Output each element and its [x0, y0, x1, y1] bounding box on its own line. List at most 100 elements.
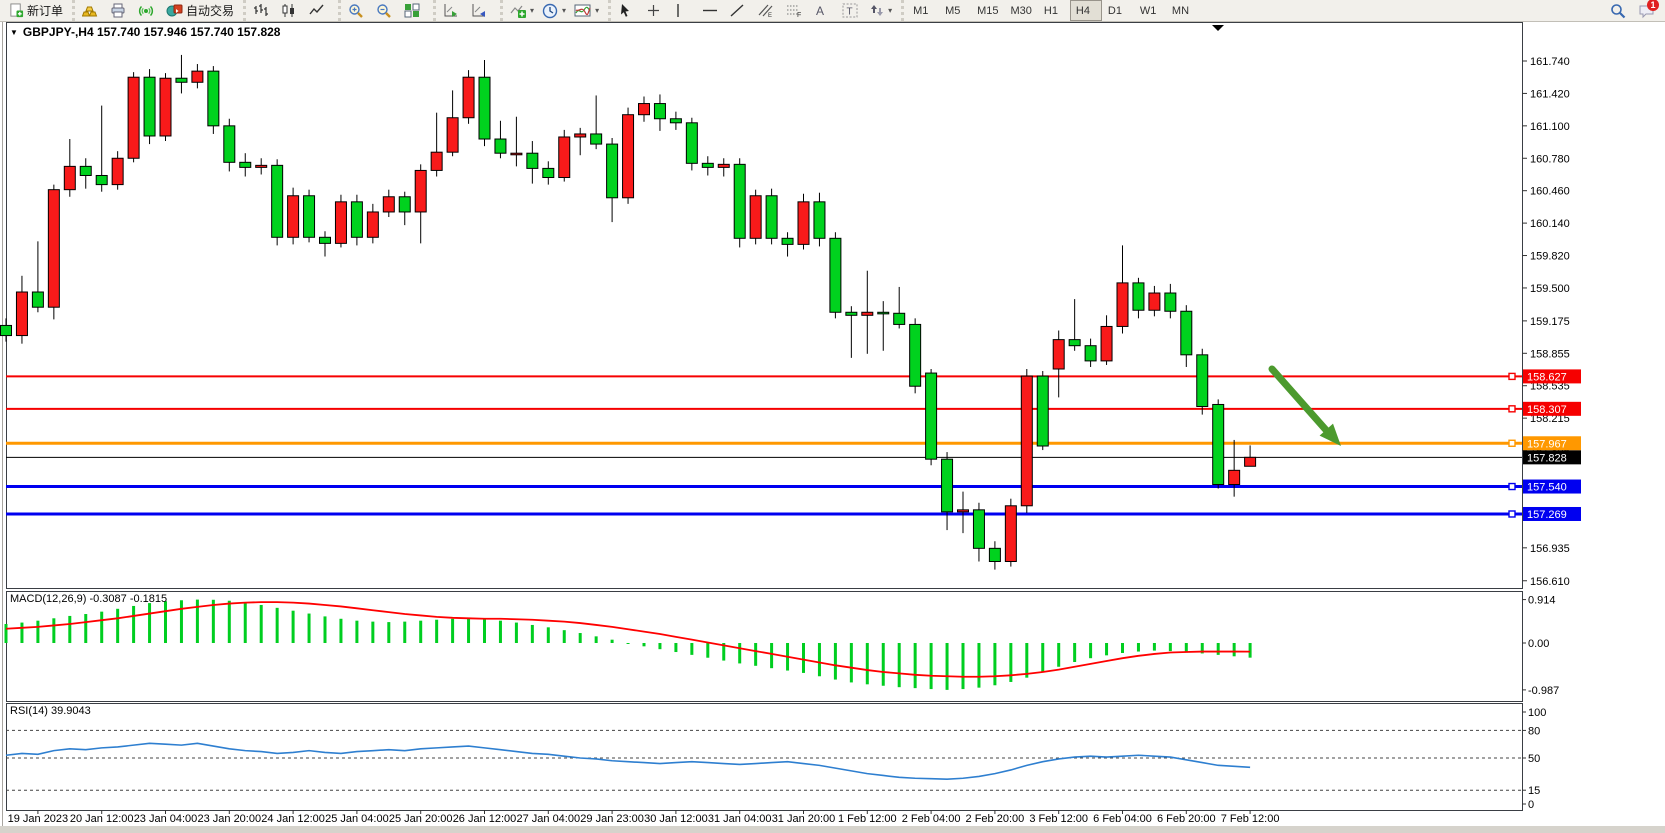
search-button[interactable] [1606, 0, 1634, 21]
price-tick-label: 160.460 [1530, 186, 1570, 198]
zoom-in-button[interactable] [344, 0, 372, 21]
candle [590, 133, 603, 145]
svg-text:F: F [797, 12, 801, 18]
candle [382, 196, 395, 213]
candle [829, 237, 842, 313]
timeframe-m30-button[interactable]: M30 [1010, 4, 1032, 17]
timeframe-w1-button[interactable]: W1 [1139, 4, 1157, 17]
print-button[interactable] [106, 0, 134, 21]
price-tick-label: 159.820 [1530, 251, 1570, 263]
hline-handle[interactable] [1508, 372, 1516, 381]
timeframe-m15-button[interactable]: M15 [977, 4, 999, 17]
auto-scroll-button[interactable] [439, 0, 467, 21]
macd-histogram-bar [1041, 643, 1045, 673]
crosshair-button[interactable] [642, 0, 670, 21]
timeframe-m1-button[interactable]: M1 [913, 4, 929, 17]
candle [430, 151, 443, 171]
candle [701, 162, 714, 168]
time-axis-label: 3 Feb 12:00 [1029, 813, 1088, 825]
candle [127, 76, 140, 159]
macd-histogram-bar [1073, 643, 1077, 662]
macd-histogram-bar [371, 621, 375, 643]
time-axis-label: 6 Feb 04:00 [1093, 813, 1152, 825]
hline-handle[interactable] [1508, 439, 1516, 447]
arrow-annotation-head[interactable] [1319, 423, 1341, 446]
hline-handle[interactable] [1508, 482, 1516, 491]
macd-histogram-bar [1089, 643, 1093, 659]
timeframe-m5-button[interactable]: M5 [945, 4, 961, 17]
label-button[interactable]: T [838, 0, 866, 21]
macd-histogram-bar [993, 643, 997, 686]
candle [526, 152, 539, 169]
templates-button[interactable]: ▾ [570, 0, 603, 21]
toolbar-button-label: 自动交易 [186, 4, 235, 18]
candle [510, 152, 523, 156]
timeframe-h1-button[interactable]: H1 [1043, 4, 1058, 17]
hline-button[interactable] [698, 0, 726, 21]
macd-histogram-bar [1184, 643, 1188, 653]
candle [175, 77, 188, 83]
channel-button[interactable]: E [754, 0, 782, 21]
indicators-button[interactable]: ▾ [506, 0, 538, 21]
chart-shift-marker[interactable] [1212, 25, 1224, 31]
candle-chart-button[interactable] [277, 0, 305, 21]
hline-handle[interactable] [1508, 405, 1516, 413]
candle [1164, 292, 1177, 312]
cursor-button[interactable] [614, 0, 642, 21]
periods-button[interactable]: ▾ [538, 0, 570, 21]
line-chart-button[interactable] [305, 0, 333, 21]
candle [143, 76, 156, 137]
macd-histogram-bar [546, 627, 550, 643]
fibo-button[interactable]: F [782, 0, 810, 21]
time-axis-label: 25 Jan 20:00 [389, 813, 453, 825]
price-tag [1523, 369, 1581, 384]
timeframe-mn-button[interactable]: MN [1171, 4, 1190, 17]
candle [733, 163, 746, 239]
chat-button[interactable]: 1 [1634, 0, 1662, 21]
vline-icon [674, 3, 682, 18]
macd-indicator-label: MACD(12,26,9) -0.3087 -0.1815 [10, 593, 168, 605]
price-tag-text: 157.540 [1527, 482, 1567, 494]
time-axis-label: 19 Jan 2023 [8, 813, 69, 825]
template-icon [574, 3, 591, 18]
bar-chart-button[interactable] [249, 0, 277, 21]
shapes-button[interactable]: ▾ [866, 0, 896, 21]
new-order-button[interactable]: 新订单 [5, 0, 67, 21]
price-tick-label: 161.420 [1530, 88, 1570, 100]
time-axis-label: 30 Jan 12:00 [644, 813, 708, 825]
macd-histogram-bar [1200, 643, 1204, 654]
time-axis-label: 1 Feb 12:00 [838, 813, 897, 825]
candle [303, 195, 316, 238]
price-tag-text: 158.307 [1527, 404, 1567, 416]
price-tick-label: 161.740 [1530, 56, 1570, 68]
chevron-down-icon: ▾ [595, 6, 600, 15]
signal-icon [138, 3, 154, 19]
tile-windows-button[interactable] [400, 0, 428, 21]
hline-handle[interactable] [1508, 510, 1516, 518]
chart-shift-button[interactable] [467, 0, 495, 21]
timeframe-d1-button[interactable]: D1 [1107, 4, 1122, 17]
trendline-button[interactable] [726, 0, 754, 21]
chart-dropdown-icon[interactable]: ▼ [10, 27, 18, 37]
candle [15, 291, 28, 337]
text-button[interactable]: A [810, 0, 838, 21]
timeframe-h4-button[interactable]: H4 [1069, 0, 1102, 21]
zoom-out-button[interactable] [372, 0, 400, 21]
arrow-annotation[interactable] [1268, 365, 1330, 434]
macd-histogram-bar [610, 639, 614, 643]
chat-icon: 1 [1638, 0, 1659, 19]
candle [271, 164, 284, 238]
notification-badge: 1 [1647, 0, 1659, 11]
macd-panel-border [6, 591, 1523, 702]
signal-button[interactable] [134, 0, 162, 21]
vline-button[interactable] [670, 0, 698, 21]
fibo-icon: F [786, 3, 802, 18]
autotrade-button[interactable]: 自动交易 [162, 0, 238, 21]
macd-histogram-bar [929, 643, 933, 690]
gold-button[interactable] [78, 0, 106, 21]
candle [1244, 456, 1257, 467]
macd-histogram-bar [1216, 643, 1220, 655]
macd-histogram-bar [738, 643, 742, 664]
macd-histogram-bar [211, 599, 215, 643]
